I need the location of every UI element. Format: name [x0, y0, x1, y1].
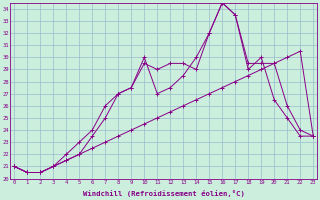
X-axis label: Windchill (Refroidissement éolien,°C): Windchill (Refroidissement éolien,°C) [83, 190, 245, 197]
